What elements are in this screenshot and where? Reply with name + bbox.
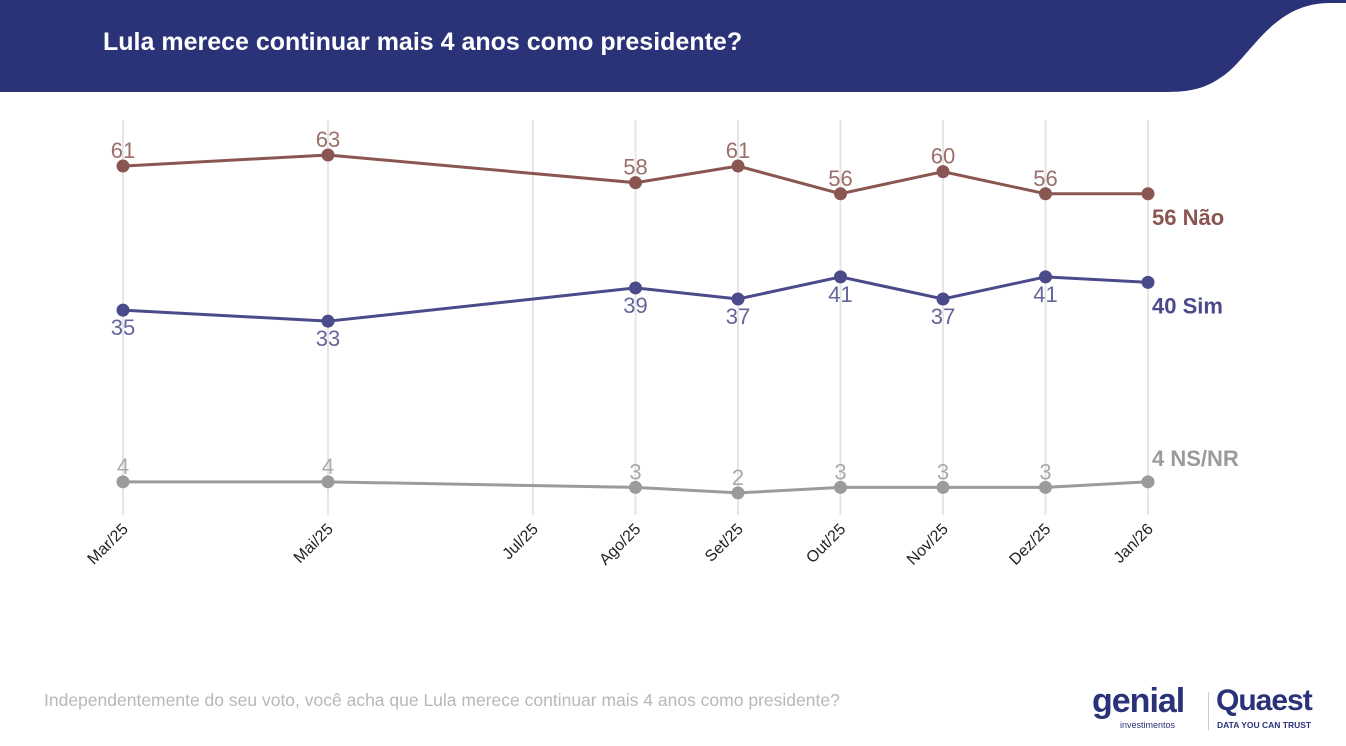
data-point bbox=[936, 165, 950, 179]
data-point bbox=[1141, 275, 1155, 289]
data-point bbox=[936, 480, 950, 494]
data-point bbox=[1039, 270, 1052, 284]
logos: genial investimentos Quaest DATA YOU CAN… bbox=[1090, 682, 1320, 734]
data-point bbox=[834, 480, 847, 494]
data-point bbox=[116, 475, 130, 489]
data-point bbox=[731, 159, 745, 173]
data-label: 4 bbox=[322, 454, 334, 479]
data-label: 61 bbox=[726, 138, 750, 163]
x-tick-label: Mar/25 bbox=[85, 521, 132, 568]
data-point bbox=[1039, 187, 1052, 201]
data-label: 41 bbox=[1033, 282, 1057, 307]
data-point bbox=[731, 292, 745, 306]
series-line bbox=[122, 153, 1148, 196]
logo-divider bbox=[1208, 692, 1209, 730]
series-end-label: 40 Sim bbox=[1152, 293, 1223, 318]
x-tick-label: Jan/26 bbox=[1111, 521, 1157, 567]
data-point bbox=[834, 187, 847, 201]
x-tick-label: Dez/25 bbox=[1006, 521, 1054, 569]
data-point bbox=[116, 303, 130, 317]
page-title: Lula merece continuar mais 4 anos como p… bbox=[103, 28, 743, 56]
data-label: 33 bbox=[316, 326, 340, 351]
series-end-label: 56 Não bbox=[1152, 205, 1224, 230]
data-point bbox=[321, 148, 335, 162]
genial-logo: genial bbox=[1092, 682, 1185, 720]
x-tick-label: Out/25 bbox=[803, 521, 849, 567]
data-label: 3 bbox=[834, 459, 846, 484]
data-label: 37 bbox=[726, 304, 750, 329]
data-label: 58 bbox=[623, 155, 647, 180]
data-label: 2 bbox=[732, 465, 744, 490]
data-label: 60 bbox=[931, 144, 955, 169]
data-label: 56 bbox=[1033, 166, 1057, 191]
quaest-logo-sub: DATA YOU CAN TRUST bbox=[1217, 720, 1312, 730]
data-point bbox=[321, 475, 335, 489]
data-label: 35 bbox=[111, 315, 135, 340]
genial-logo-sub: investimentos bbox=[1120, 720, 1176, 730]
header-banner bbox=[0, 0, 1346, 92]
data-point bbox=[1141, 187, 1155, 201]
data-point bbox=[629, 281, 642, 295]
data-point bbox=[629, 176, 642, 190]
data-label: 3 bbox=[1039, 459, 1051, 484]
data-label: 56 bbox=[828, 166, 852, 191]
data-label: 4 bbox=[117, 454, 129, 479]
data-point bbox=[629, 480, 642, 494]
data-label: 37 bbox=[931, 304, 955, 329]
x-tick-label: Ago/25 bbox=[596, 521, 644, 569]
line-chart: Mar/25 Mai/25 Jul/25 Ago/25 Set/25 Out/25 Nov/… bbox=[85, 120, 1239, 569]
data-label: 3 bbox=[629, 459, 641, 484]
data-point bbox=[116, 159, 130, 173]
data-label: 3 bbox=[937, 459, 949, 484]
footnote-question: Independentemente do seu voto, você acha… bbox=[44, 690, 840, 710]
data-point bbox=[834, 270, 847, 284]
data-label: 41 bbox=[828, 282, 852, 307]
data-point bbox=[321, 314, 335, 328]
data-point bbox=[1039, 480, 1052, 494]
data-label: 39 bbox=[623, 293, 647, 318]
x-tick-label: Mai/25 bbox=[291, 521, 337, 567]
data-point bbox=[1141, 475, 1155, 489]
x-tick-label: Jul/25 bbox=[500, 521, 542, 563]
data-label: 63 bbox=[316, 127, 340, 152]
x-tick-label: Set/25 bbox=[702, 521, 747, 566]
quaest-logo: Quaest bbox=[1216, 684, 1313, 717]
series-end-label: 4 NS/NR bbox=[1152, 446, 1239, 471]
data-point bbox=[731, 486, 745, 500]
series-line bbox=[122, 275, 1149, 323]
data-point bbox=[936, 292, 950, 306]
x-tick-label: Nov/25 bbox=[904, 521, 952, 569]
series-line bbox=[123, 480, 1149, 495]
data-label: 61 bbox=[111, 138, 135, 163]
